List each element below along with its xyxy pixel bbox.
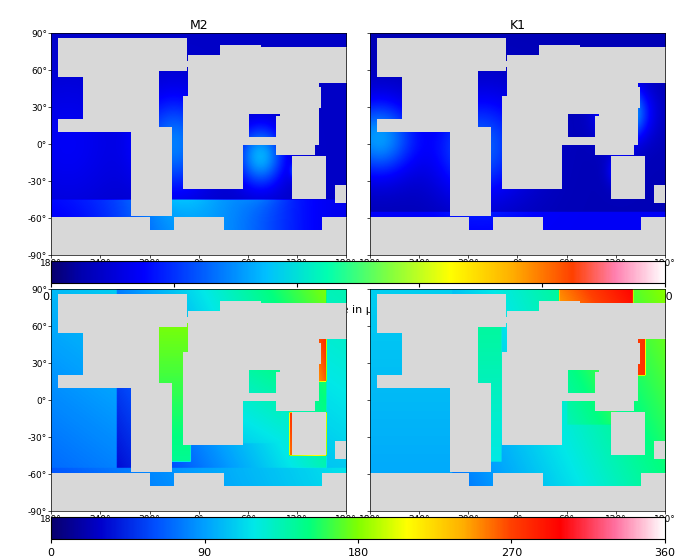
Title: K1: K1: [509, 19, 525, 32]
X-axis label: amplitude in μGal / mm: amplitude in μGal / mm: [292, 305, 424, 315]
Title: M2: M2: [190, 19, 208, 32]
